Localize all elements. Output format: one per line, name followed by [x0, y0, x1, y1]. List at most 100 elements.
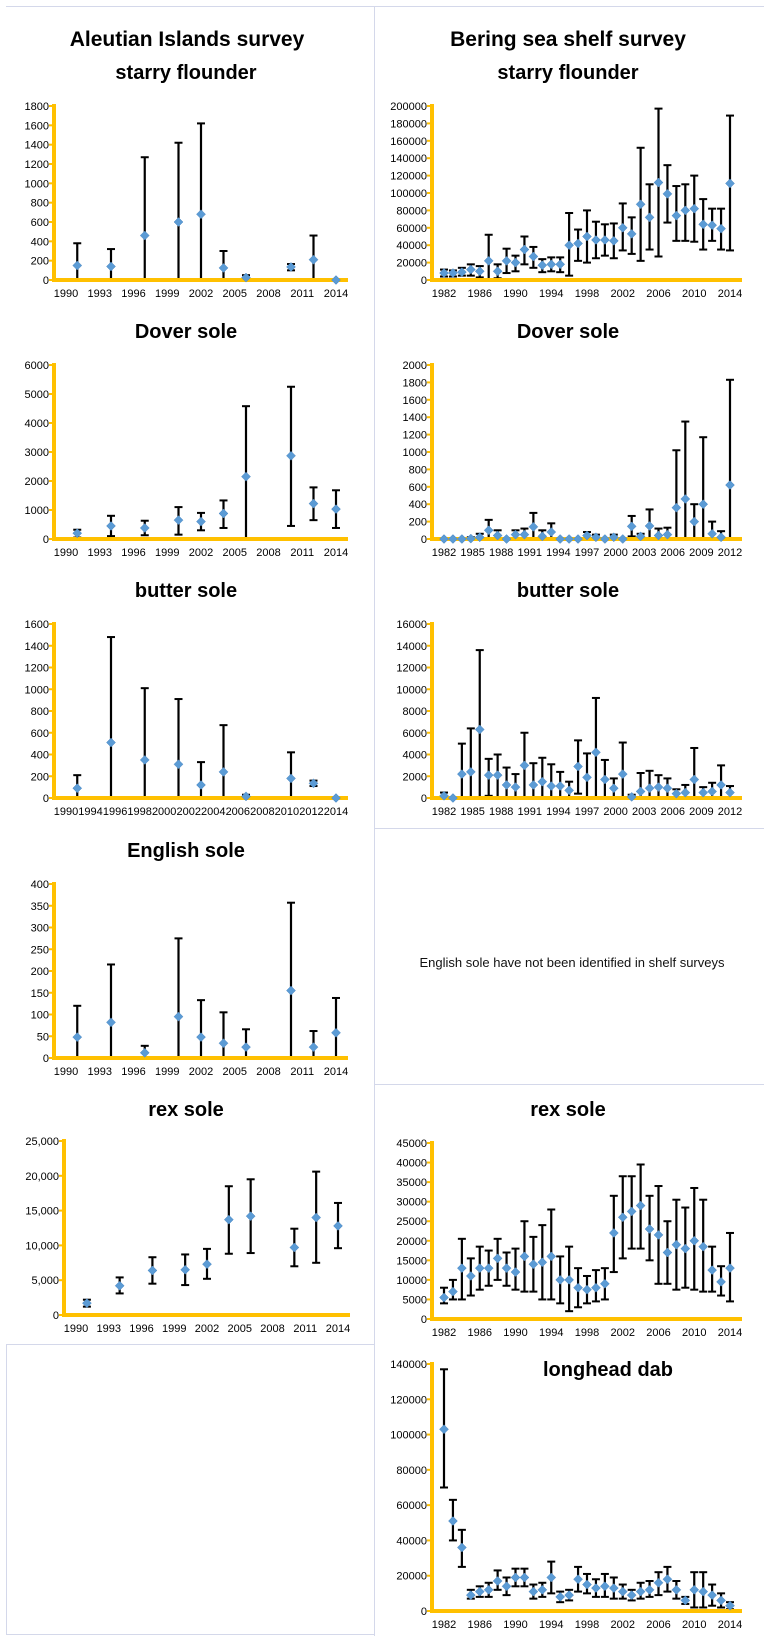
data-point	[510, 1572, 521, 1583]
y-tick-label: 20000	[396, 1571, 427, 1583]
data-point	[474, 1263, 485, 1274]
x-tick-label: 1993	[88, 1066, 112, 1078]
data-point	[546, 1572, 557, 1583]
x-tick-label: 1999	[155, 1066, 179, 1078]
data-point	[600, 1581, 610, 1592]
data-point	[457, 769, 467, 779]
data-point	[662, 783, 673, 794]
data-point	[474, 1586, 485, 1597]
y-tick-label: 150	[31, 988, 49, 1000]
x-tick-label: 2006	[226, 806, 250, 818]
data-point	[546, 1251, 557, 1262]
chart-title: English sole	[127, 840, 245, 862]
x-tick-label: 2004	[201, 806, 225, 818]
data-point	[662, 529, 673, 540]
x-tick-label: 1991	[518, 547, 542, 559]
data-point	[439, 790, 449, 801]
data-point	[644, 1584, 655, 1595]
data-point	[331, 504, 341, 514]
data-point	[698, 499, 709, 510]
x-tick-label: 1990	[64, 1323, 88, 1335]
data-point	[218, 1038, 229, 1049]
data-point	[653, 1577, 664, 1588]
data-point	[725, 1600, 735, 1611]
x-tick-label: 2008	[256, 288, 280, 300]
data-point	[653, 782, 664, 792]
chart-bs-longhead-dab: longhead dab 0 20000 40000 60000 80000 100000…	[376, 1359, 760, 1639]
data-point	[680, 1243, 691, 1254]
y-tick-label: 50	[37, 1031, 49, 1043]
frame-left-edge	[6, 1344, 7, 1634]
y-tick-label: 14000	[396, 641, 427, 653]
data-point	[644, 521, 655, 531]
y-tick-label: 1000	[403, 447, 427, 459]
y-tick-label: 1200	[25, 663, 49, 675]
chart-title: longhead dab	[543, 1359, 673, 1381]
data-point	[483, 1263, 494, 1274]
data-point	[635, 786, 646, 797]
y-tick-label: 0	[421, 1606, 427, 1618]
x-tick-label: 2008	[256, 547, 280, 559]
data-point	[286, 262, 296, 272]
data-point	[465, 1271, 476, 1281]
x-tick-label: 1988	[489, 547, 513, 559]
x-tick-label: 1994	[78, 806, 102, 818]
data-point	[662, 1247, 673, 1258]
data-point	[573, 534, 583, 544]
data-point	[147, 1265, 158, 1276]
x-tick-label: 1994	[539, 288, 563, 300]
data-point	[707, 528, 717, 539]
data-point	[707, 1265, 717, 1275]
data-point	[725, 1263, 735, 1274]
y-tick-label: 40000	[396, 1158, 427, 1170]
y-tick-label: 1800	[403, 377, 427, 389]
y-tick-label: 0	[43, 793, 49, 805]
chart-title: butter sole	[134, 580, 238, 602]
chart-title: starry flounder	[497, 62, 639, 84]
data-point	[608, 532, 619, 543]
data-point	[245, 1211, 256, 1222]
frame-divider-3	[6, 1344, 374, 1345]
bering-sea-header: Bering sea shelf survey	[450, 28, 686, 51]
chart-bs-dover-sole: Dover sole 0 200 400 600 800 1000 1200 1400 1600…	[376, 321, 760, 573]
data-point	[448, 534, 458, 544]
chart-svg: 0 1000 2000 3000 4000 5000 6000 1990 1993 1996 199…	[25, 360, 349, 559]
data-point	[457, 534, 467, 544]
x-tick-label: 2009	[689, 547, 713, 559]
x-tick-label: 1998	[575, 1327, 599, 1339]
data-point	[555, 1275, 566, 1285]
y-tick-label: 600	[409, 482, 427, 494]
x-tick-label: 2012	[718, 806, 742, 818]
data-point	[564, 534, 574, 544]
x-tick-label: 1994	[539, 1619, 563, 1631]
data-point	[483, 256, 494, 266]
data-point	[653, 530, 664, 541]
data-point	[308, 1042, 319, 1052]
data-point	[308, 778, 319, 789]
chart-svg: 0 20000 40000 60000 80000 100000 120000 140000 1…	[390, 1359, 742, 1631]
x-tick-label: 2014	[324, 1066, 348, 1078]
data-point	[457, 1263, 467, 1274]
data-point	[680, 787, 691, 798]
data-point	[626, 1206, 637, 1217]
x-tick-label: 1994	[539, 1327, 563, 1339]
data-point	[591, 747, 601, 758]
data-point	[218, 508, 229, 519]
data-point	[492, 530, 503, 541]
data-point	[501, 1263, 512, 1274]
x-tick-label: 2006	[646, 1619, 670, 1631]
data-point	[82, 1298, 92, 1309]
x-tick-label: 2005	[223, 288, 247, 300]
data-point	[600, 235, 610, 245]
data-point	[173, 515, 184, 526]
data-point	[196, 780, 206, 790]
chart-ai-english-sole: English sole 0 50 100 150 200 250 300 350 400 199…	[0, 840, 372, 1092]
y-tick-label: 400	[31, 879, 49, 891]
x-tick-label: 2000	[603, 547, 627, 559]
data-point	[196, 209, 206, 220]
x-tick-label: 2002	[195, 1323, 219, 1335]
y-tick-label: 0	[53, 1310, 59, 1322]
data-point	[241, 791, 251, 802]
data-point	[689, 516, 700, 527]
y-tick-label: 1000	[25, 684, 49, 696]
